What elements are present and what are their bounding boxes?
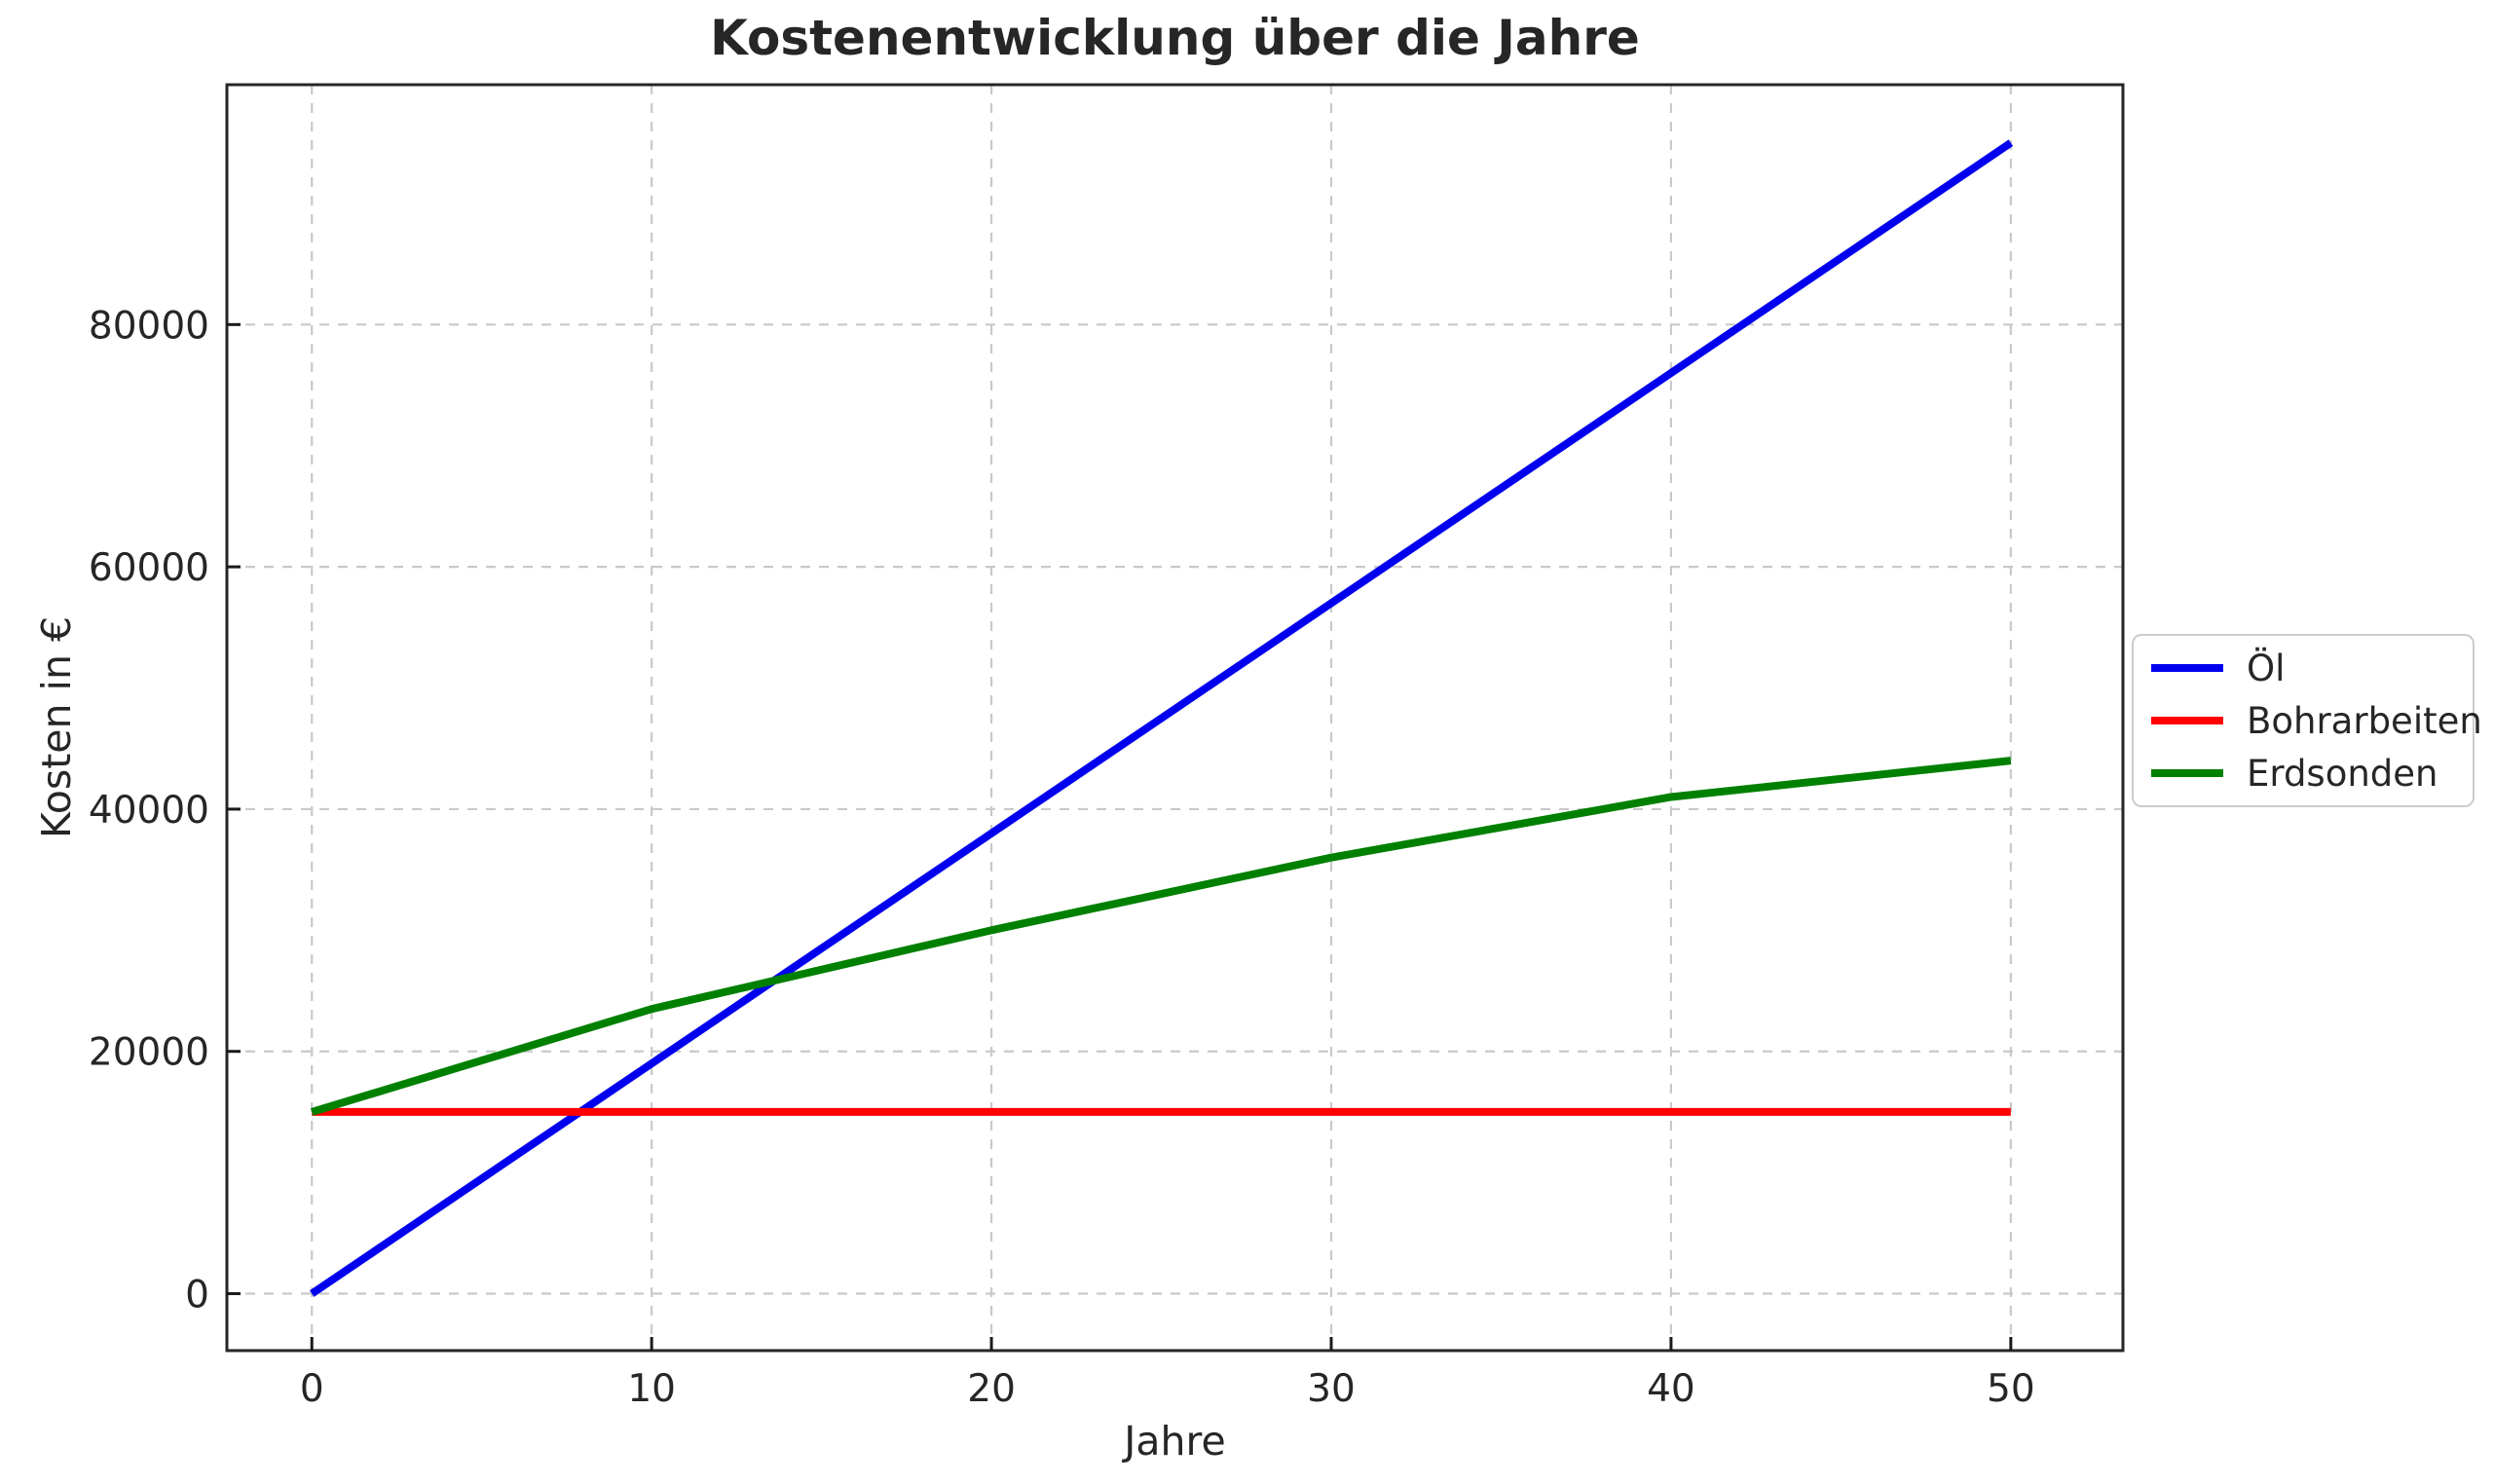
legend-entry-oel: Öl <box>2151 642 2455 694</box>
legend-line-sample-oel <box>2151 664 2223 672</box>
legend-entry-erdsonden: Erdsonden <box>2151 747 2455 799</box>
legend-line-sample-erdsonden <box>2151 769 2223 777</box>
legend-label-bohrarbeiten: Bohrarbeiten <box>2247 699 2482 742</box>
chart-title: Kostenentwicklung über die Jahre <box>710 10 1640 66</box>
x-tick-label-0: 0 <box>300 1367 324 1411</box>
x-tick-label-50: 50 <box>1987 1367 2035 1411</box>
legend-entry-bohrarbeiten: Bohrarbeiten <box>2151 694 2482 747</box>
x-tick-label-10: 10 <box>627 1367 676 1411</box>
series-line-oel <box>309 139 2014 1297</box>
legend-label-erdsonden: Erdsonden <box>2247 752 2438 795</box>
legend-line-sample-bohrarbeiten <box>2151 717 2223 724</box>
axes-frame <box>225 83 2125 1353</box>
legend: Öl Bohrarbeiten Erdsonden <box>2132 634 2482 807</box>
x-axis-label: Jahre <box>1124 1418 1226 1465</box>
y-tick-label-0: 0 <box>185 1274 209 1317</box>
y-tick-label-80000: 80000 <box>89 304 209 348</box>
y-tick-label-60000: 60000 <box>89 546 209 590</box>
y-axis-label: Kosten in € <box>33 615 80 839</box>
x-tick-label-20: 20 <box>967 1367 1016 1411</box>
series-line-erdsonden <box>311 757 2012 1116</box>
y-tick-label-40000: 40000 <box>89 789 209 833</box>
y-tick-label-20000: 20000 <box>89 1031 209 1075</box>
x-tick-label-40: 40 <box>1647 1367 1695 1411</box>
legend-label-oel: Öl <box>2247 647 2286 689</box>
x-tick-label-30: 30 <box>1307 1367 1356 1411</box>
